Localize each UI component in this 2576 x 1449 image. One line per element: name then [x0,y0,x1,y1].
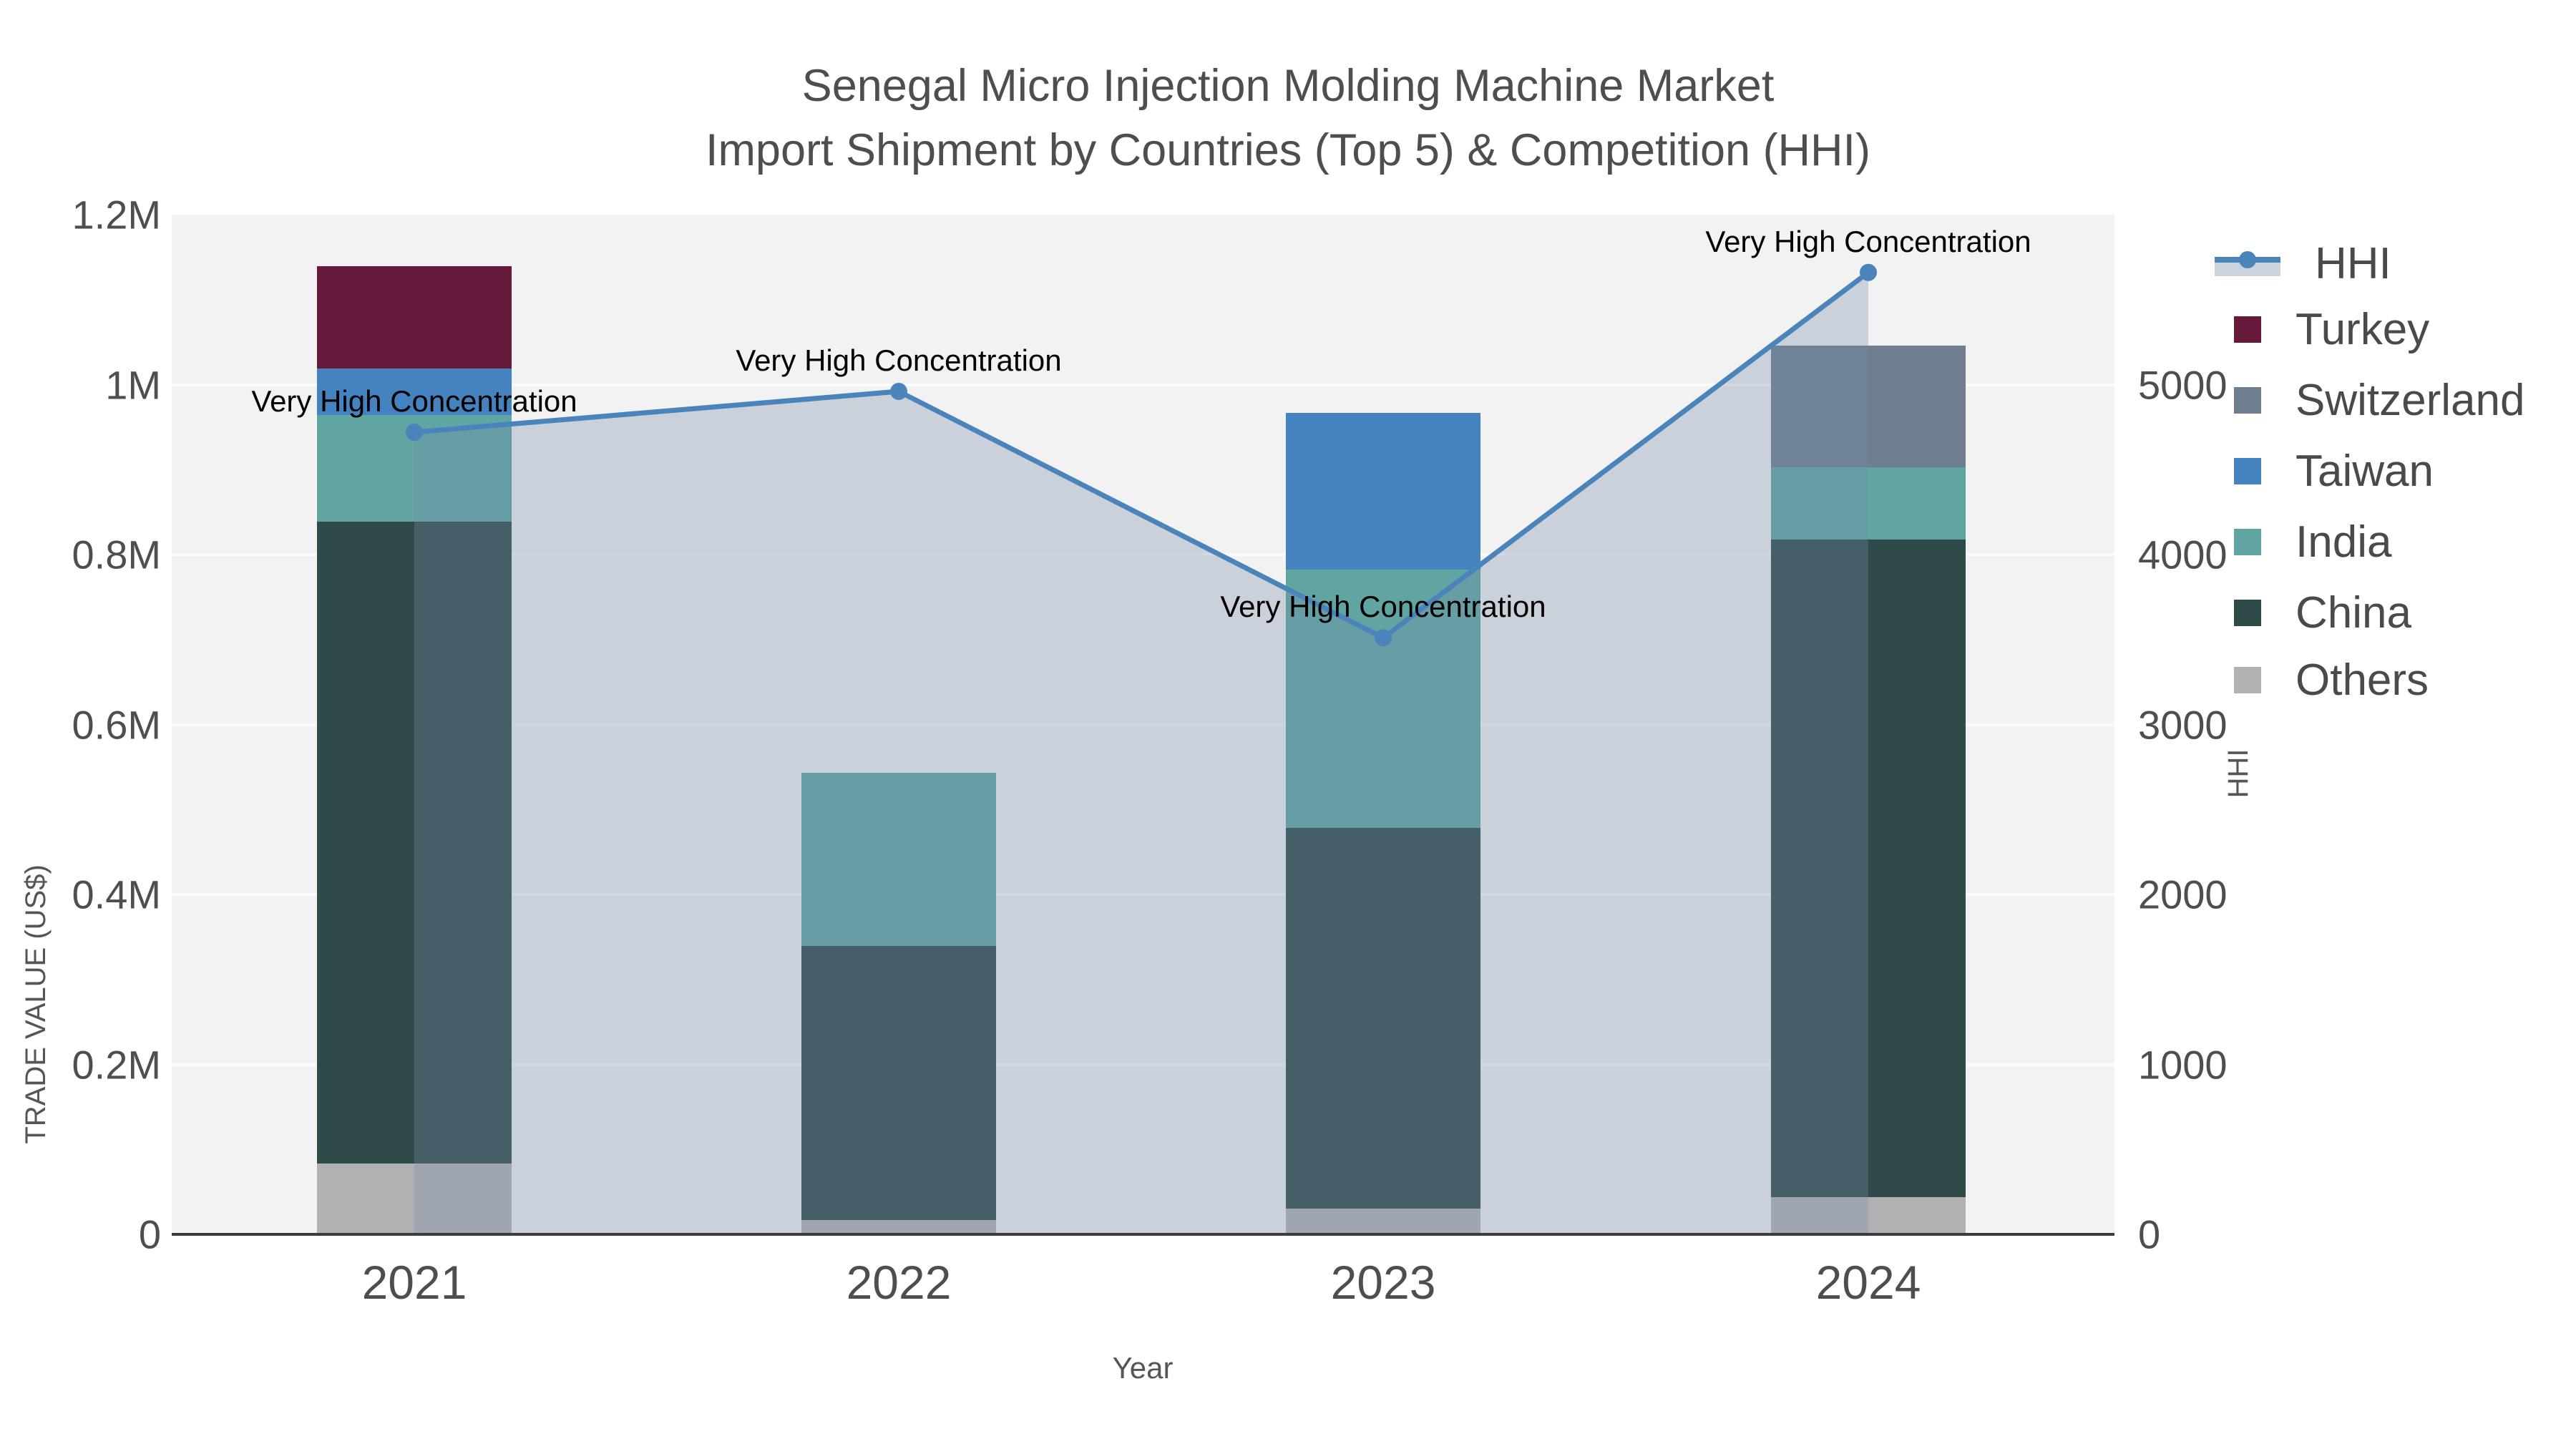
legend-swatch-turkey-icon [2234,316,2261,343]
legend-item-china[interactable]: China [2211,587,2411,638]
hhi-marker-2022[interactable] [890,383,907,400]
legend-swatch-china-icon [2234,599,2261,626]
hhi-line-swatch-icon [2215,250,2280,276]
bar-segment-india-2022[interactable] [801,773,996,947]
gridline [172,383,2114,386]
bar-segment-india-2023[interactable] [1286,570,1480,829]
hhi-marker-2024[interactable] [1860,263,1877,281]
bar-segment-others-2024[interactable] [1771,1196,1966,1234]
gridline [172,553,2114,556]
legend-label-others: Others [2296,655,2429,705]
plot-area [172,215,2114,1234]
bar-segment-taiwan-2023[interactable] [1286,412,1480,570]
hhi-area [414,272,1868,1234]
legend-swatch-others-icon [2234,666,2261,693]
legend-item-india[interactable]: India [2211,517,2391,567]
gridline [172,1063,2114,1066]
y-left-tick-1M: 1M [105,362,161,407]
y-axis-left-title: TRADE VALUE (US$) [20,864,52,1144]
legend-swatch-taiwan-icon [2234,457,2261,484]
x-tick-2021: 2021 [361,1256,467,1309]
annotation-2022: Very High Concentration [736,343,1062,377]
y-right-tick-2000: 2000 [2138,872,2228,917]
legend-label-turkey: Turkey [2296,304,2430,354]
legend-swatch-switzerland-icon [2234,386,2261,414]
bar-segment-china-2021[interactable] [317,521,512,1164]
bar-segment-india-2024[interactable] [1771,467,1966,540]
bar-segment-switzerland-2024[interactable] [1771,345,1966,467]
x-tick-2023: 2023 [1330,1256,1436,1309]
y-left-tick-0.2M: 0.2M [72,1042,162,1087]
legend-item-taiwan[interactable]: Taiwan [2211,446,2434,496]
bar-segment-others-2022[interactable] [801,1219,996,1234]
bar-segment-turkey-2021[interactable] [317,266,512,369]
y-left-tick-1.2M: 1.2M [72,192,162,238]
legend-label-hhi: HHI [2315,238,2391,288]
y-left-tick-0: 0 [138,1211,161,1257]
x-tick-2024: 2024 [1815,1256,1921,1309]
hhi-marker-2021[interactable] [406,424,423,441]
x-axis-title: Year [1112,1351,1174,1385]
legend-item-others[interactable]: Others [2211,655,2429,705]
legend-label-taiwan: Taiwan [2296,446,2434,496]
legend-label-switzerland: Switzerland [2296,375,2525,425]
annotation-2024: Very High Concentration [1705,224,2031,258]
bar-segment-taiwan-2021[interactable] [317,368,512,416]
y-right-tick-0: 0 [2138,1211,2161,1257]
annotation-2023: Very High Concentration [1220,590,1546,624]
hhi-marker-swatch [2239,251,2256,268]
chart-title: Senegal Micro Injection Molding Machine … [0,54,2576,182]
y-right-tick-5000: 5000 [2138,362,2228,407]
bar-segment-china-2022[interactable] [801,946,996,1220]
legend-swatch-india-icon [2234,528,2261,555]
chart-title-line1: Senegal Micro Injection Molding Machine … [801,61,1775,111]
bar-segment-china-2024[interactable] [1771,539,1966,1197]
legend-item-switzerland[interactable]: Switzerland [2211,375,2524,425]
x-axis-line [172,1233,2114,1236]
legend-item-turkey[interactable]: Turkey [2211,304,2429,354]
x-tick-2022: 2022 [846,1256,952,1309]
bar-segment-china-2023[interactable] [1286,828,1480,1209]
hhi-line [414,270,1870,641]
annotation-2021: Very High Concentration [251,384,577,418]
y-right-tick-4000: 4000 [2138,532,2228,577]
y-left-tick-0.6M: 0.6M [72,702,162,747]
y-right-tick-1000: 1000 [2138,1042,2228,1087]
gridline [172,723,2114,726]
y-left-tick-0.4M: 0.4M [72,872,162,917]
hhi-marker-2023[interactable] [1375,629,1392,647]
chart-title-line2: Import Shipment by Countries (Top 5) & C… [705,125,1871,175]
y-left-tick-0.8M: 0.8M [72,532,162,577]
bar-segment-others-2021[interactable] [317,1163,512,1234]
legend-label-india: India [2296,517,2392,567]
bar-segment-others-2023[interactable] [1286,1209,1480,1234]
hhi-overlay [406,263,1877,1234]
y-right-tick-3000: 3000 [2138,702,2228,747]
gridline [172,893,2114,896]
legend-item-hhi[interactable]: HHI [2211,238,2391,288]
legend-label-china: China [2296,587,2411,638]
y-axis-right-title: HHI [2223,748,2254,799]
